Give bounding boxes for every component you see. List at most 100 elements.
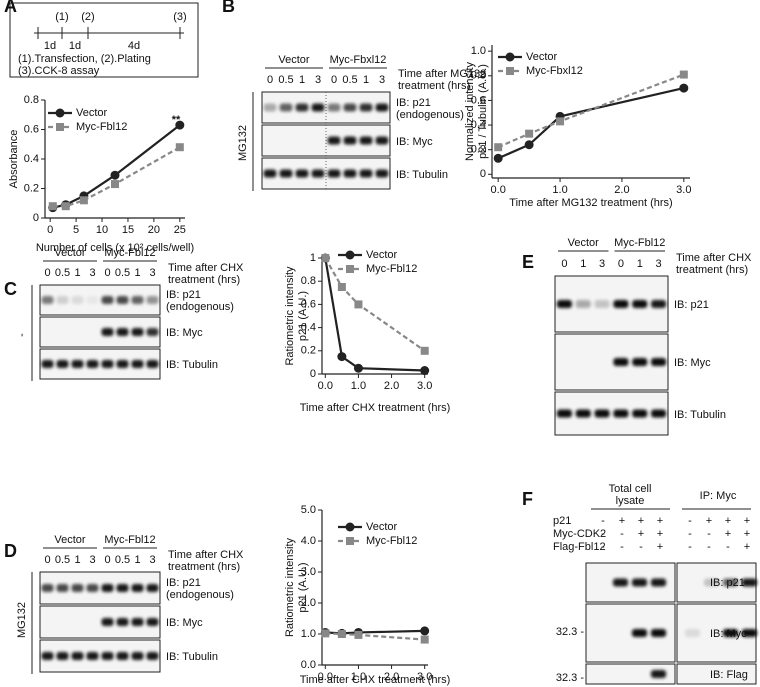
- condition-label: Time after CHX treatment (hrs): [168, 549, 244, 573]
- blot-band: [101, 584, 114, 592]
- blot-band: [86, 584, 99, 592]
- blot-band: [594, 300, 610, 308]
- data-point: [337, 630, 346, 638]
- data-point: [175, 143, 184, 152]
- condition-sign: +: [638, 515, 644, 527]
- data-point: [48, 202, 57, 211]
- blot-band: [131, 652, 144, 660]
- panel-label: B: [222, 0, 235, 16]
- timeline-point: (3): [173, 11, 186, 23]
- group-label: Total cell lysate: [608, 483, 652, 507]
- data-point: [679, 83, 689, 93]
- group-label: Myc-Fbl12: [104, 247, 156, 259]
- blot-band: [594, 409, 610, 418]
- blot-band: [263, 103, 277, 112]
- legend-label: Vector: [526, 51, 558, 63]
- lane-label: 1: [74, 267, 81, 279]
- blot-band: [71, 584, 84, 592]
- x-tick-label: 3.0: [417, 671, 432, 683]
- y-tick-label: 0: [480, 168, 486, 180]
- data-point: [525, 129, 534, 138]
- size-marker: 32.3 -: [555, 672, 584, 684]
- lane-label: 3: [89, 267, 96, 279]
- data-point: [61, 202, 70, 211]
- blot-band: [71, 652, 84, 660]
- y-axis-label: Ratiometric intensity: [284, 537, 296, 637]
- data-point: [679, 70, 688, 79]
- x-tick-label: 0.0: [491, 184, 506, 196]
- y-tick-label: 0.8: [471, 70, 486, 82]
- lane-label: 0.5: [54, 267, 71, 279]
- blot-band: [359, 169, 373, 178]
- lane-label: 0: [561, 258, 568, 270]
- blot-band: [263, 169, 277, 178]
- y-axis-label: p21 / Tubulin (A.U.): [477, 64, 489, 159]
- blot-band: [86, 360, 99, 368]
- lane-label: 3: [378, 74, 386, 86]
- lane-label: 0: [266, 74, 274, 86]
- x-tick-label: 3.0: [676, 184, 691, 196]
- y-tick-label: 0: [33, 212, 39, 224]
- blot-row-label: IB: Myc: [166, 327, 203, 339]
- blot-band: [41, 652, 54, 660]
- blot-band: [116, 296, 129, 304]
- legend-marker: [345, 522, 355, 532]
- condition-sign: -: [601, 528, 605, 540]
- blot-band: [101, 296, 114, 304]
- data-point: [175, 120, 185, 130]
- blot-band: [703, 578, 720, 587]
- blot-band: [556, 409, 572, 418]
- blot-band: [131, 618, 144, 626]
- data-point: [524, 140, 534, 150]
- blot-band: [722, 629, 739, 637]
- blot-band: [327, 169, 341, 178]
- blot-band: [279, 169, 293, 178]
- blot-band: [632, 409, 648, 418]
- lane-label: 0: [104, 267, 111, 279]
- lane-label: 0: [104, 554, 111, 566]
- blot-band: [71, 360, 84, 368]
- blot-band: [131, 584, 144, 592]
- blot-row-label: IB: Tubulin: [396, 168, 448, 181]
- group-label: IP: Myc: [699, 490, 737, 502]
- condition-sign: +: [725, 515, 731, 527]
- y-axis-label: Ratiometric intensity: [284, 266, 296, 366]
- panel-label: F: [522, 489, 533, 509]
- lane-label: 1: [134, 267, 141, 279]
- blot-band: [86, 296, 99, 304]
- blot-band: [56, 296, 69, 304]
- y-axis-label: p21 (A.U.): [297, 562, 309, 612]
- blot-band: [101, 328, 114, 336]
- condition-name: Myc-CDK2: [553, 528, 606, 540]
- legend-marker: [506, 67, 514, 75]
- timeline-point: (1): [55, 11, 68, 23]
- y-tick-label: 0.8: [301, 275, 316, 287]
- blot-band: [375, 136, 389, 145]
- y-axis-label: Absorbance: [8, 130, 20, 189]
- timeline-interval: 4d: [128, 40, 140, 52]
- blot-band: [116, 618, 129, 626]
- blot-band: [359, 103, 373, 112]
- lane-label: 1: [636, 258, 643, 270]
- condition-sign: +: [657, 541, 663, 553]
- blot-band: [741, 629, 758, 637]
- series-line: [325, 632, 425, 641]
- legend-label: Myc-Fbl12: [366, 535, 417, 547]
- condition-name: p21: [553, 515, 571, 527]
- blot-band: [575, 409, 591, 418]
- condition-sign: -: [620, 528, 624, 540]
- data-point: [420, 635, 429, 644]
- blot-band: [56, 584, 69, 592]
- panel-label: D: [4, 541, 17, 561]
- blot-band: [575, 300, 591, 308]
- x-tick-label: 0.0: [318, 380, 333, 392]
- blot-panel: [554, 391, 669, 436]
- blot-row-label: IB: Myc: [396, 135, 433, 148]
- blot-band: [295, 169, 309, 178]
- blot-band: [146, 652, 159, 660]
- condition-sign: -: [688, 541, 692, 553]
- condition-sign: +: [657, 528, 663, 540]
- blot-band: [722, 578, 739, 587]
- blot-row-label: IB: Myc: [166, 617, 203, 629]
